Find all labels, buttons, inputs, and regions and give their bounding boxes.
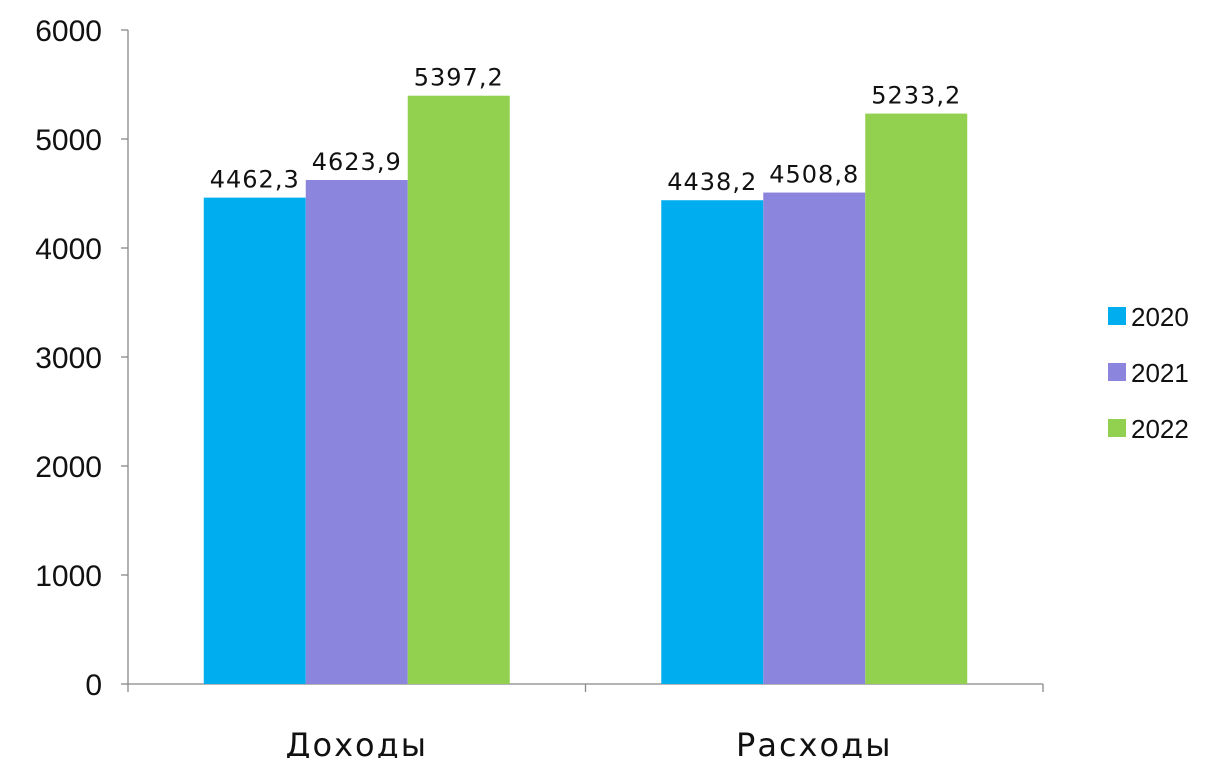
legend: 2020 2021 2022 — [1108, 302, 1189, 444]
data-label: 4508,8 — [769, 161, 859, 189]
data-label: 5233,2 — [871, 82, 961, 110]
bar — [407, 95, 510, 684]
bar — [865, 113, 968, 685]
x-axis: Доходы Расходы — [127, 683, 1044, 762]
data-labels: 4462,3 4438,2 4623,9 4508,8 5397,2 5233,2 — [210, 64, 961, 197]
x-tick-label: Доходы — [286, 726, 428, 758]
data-label: 4438,2 — [667, 168, 757, 196]
y-tick-label: 4000 — [35, 233, 102, 266]
legend-label: 2021 — [1131, 358, 1189, 388]
x-tick-label: Расходы — [736, 726, 892, 758]
legend-swatch — [1108, 307, 1126, 325]
y-tick-label: 3000 — [35, 342, 102, 375]
y-tick-label: 0 — [85, 669, 102, 702]
legend-swatch — [1108, 363, 1126, 381]
legend-swatch — [1108, 419, 1126, 437]
bar — [203, 197, 306, 684]
legend-label: 2022 — [1131, 414, 1189, 444]
bars — [203, 95, 968, 685]
y-tick-label: 5000 — [35, 124, 102, 157]
bar — [661, 200, 764, 684]
bar — [305, 179, 408, 684]
data-label: 5397,2 — [414, 64, 504, 92]
y-axis: 0 1000 2000 3000 4000 5000 6000 — [35, 15, 129, 702]
legend-label: 2020 — [1131, 302, 1189, 332]
y-tick-label: 6000 — [35, 15, 102, 48]
y-tick-label: 1000 — [35, 560, 102, 593]
y-tick-label: 2000 — [35, 451, 102, 484]
data-label: 4623,9 — [312, 148, 402, 176]
bar — [763, 192, 866, 684]
data-label: 4462,3 — [210, 166, 300, 194]
